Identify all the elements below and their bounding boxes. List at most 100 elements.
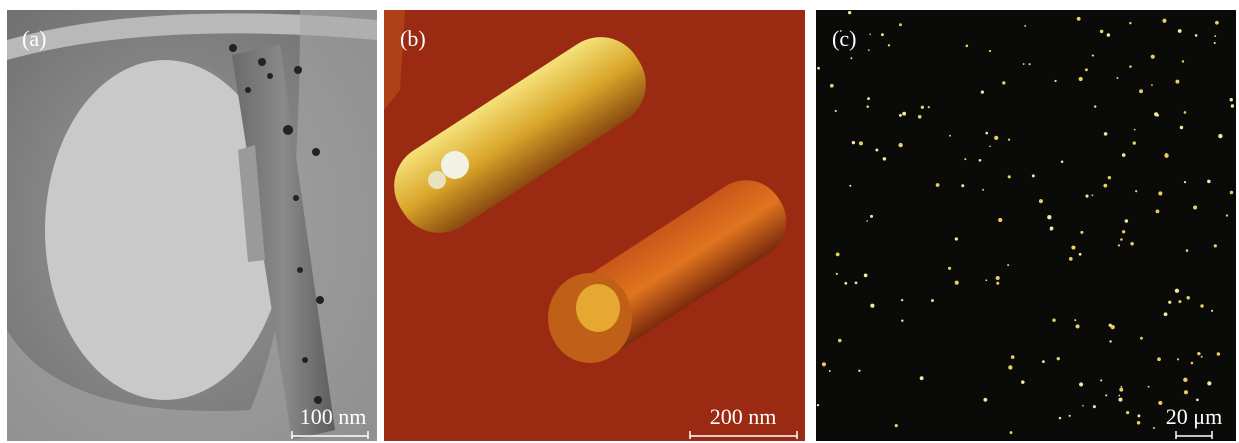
particle (983, 398, 987, 402)
particle (875, 148, 878, 151)
particle (1052, 318, 1055, 321)
particle (1180, 126, 1184, 130)
particle (1195, 34, 1198, 37)
particle (1079, 382, 1083, 386)
particle (1230, 191, 1233, 194)
particle (985, 132, 988, 135)
particle (870, 304, 874, 308)
panel-label: (a) (22, 26, 46, 51)
particle (1207, 180, 1211, 184)
particle (1054, 80, 1056, 82)
particle (836, 273, 838, 275)
panel-c: (c) 20 μm (816, 10, 1236, 441)
particle (948, 267, 951, 270)
particle (1183, 378, 1187, 382)
particle (964, 158, 966, 160)
particle (1218, 134, 1222, 138)
particle (1129, 65, 1132, 68)
particle (1217, 352, 1220, 355)
particle (1175, 80, 1179, 84)
particle (1120, 238, 1123, 241)
particle (849, 185, 851, 187)
particle (1148, 386, 1150, 388)
particle (996, 276, 1000, 280)
particle (1093, 405, 1096, 408)
particle (1116, 77, 1118, 79)
particle (1135, 190, 1137, 192)
particle (1175, 289, 1179, 293)
particle (855, 281, 858, 284)
particle (1197, 352, 1200, 355)
particle (1008, 175, 1011, 178)
particle (985, 279, 987, 281)
particle (998, 218, 1002, 222)
particle (1118, 395, 1120, 397)
particle (1191, 362, 1194, 365)
particle (883, 157, 887, 161)
particle (1193, 205, 1197, 209)
particle (867, 97, 870, 100)
particle (921, 106, 924, 109)
particle (428, 171, 446, 189)
dark-field-image (816, 10, 1236, 441)
particle (1164, 312, 1168, 316)
particle (1200, 304, 1203, 307)
particle (850, 57, 852, 59)
particle (1024, 25, 1026, 27)
particle (1139, 89, 1143, 93)
particle (981, 90, 984, 93)
particle (1109, 324, 1112, 327)
particle (1047, 215, 1051, 219)
scale-bar-label: 20 μm (1166, 404, 1222, 429)
particle (961, 184, 964, 187)
particle (1137, 414, 1140, 417)
particle (848, 11, 851, 14)
particle (888, 44, 890, 46)
particle (979, 159, 982, 162)
particle (1074, 319, 1076, 321)
particle (955, 281, 959, 285)
particle (866, 105, 869, 108)
particle (1162, 19, 1166, 23)
particle (829, 370, 831, 372)
particle (1108, 176, 1111, 179)
particle (1201, 356, 1203, 358)
particle (1109, 340, 1111, 342)
particle (1094, 105, 1096, 107)
particle (817, 67, 820, 70)
particle (1177, 358, 1179, 360)
particle (1178, 300, 1181, 303)
particle (1186, 249, 1189, 252)
particle (1164, 153, 1168, 157)
particle (994, 136, 998, 140)
particle (869, 33, 871, 35)
particle (844, 282, 847, 285)
particle (966, 45, 969, 48)
particle (817, 404, 819, 406)
particle (838, 339, 842, 343)
particle (1154, 112, 1158, 116)
particle (1010, 431, 1013, 434)
particle (918, 115, 922, 119)
particle (1196, 399, 1199, 402)
particle (1231, 104, 1234, 107)
particle (901, 299, 903, 301)
particle (1082, 405, 1084, 407)
particle (441, 151, 469, 179)
particle (982, 189, 984, 191)
particle (1151, 55, 1155, 59)
particle (1118, 244, 1120, 246)
particle (1125, 219, 1129, 223)
particle (1008, 138, 1010, 140)
particle (1158, 191, 1162, 195)
particle (1122, 230, 1125, 233)
particle (901, 319, 903, 321)
particle (1184, 111, 1187, 114)
particle (1061, 160, 1064, 163)
particle (1134, 129, 1136, 131)
particle (1186, 296, 1190, 300)
particle (1107, 33, 1111, 37)
particle (1079, 77, 1083, 81)
particle (1122, 153, 1126, 157)
particle (1021, 380, 1025, 384)
